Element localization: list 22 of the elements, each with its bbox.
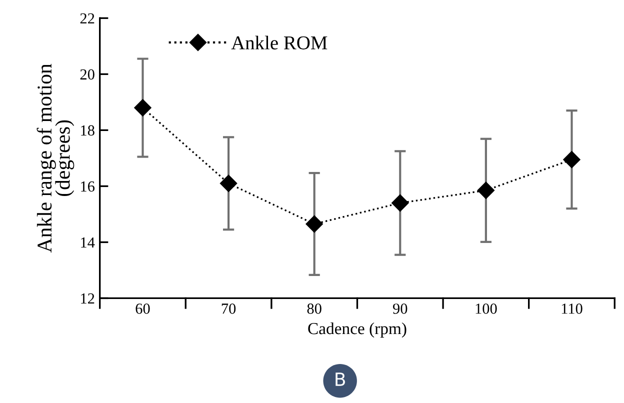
y-tick-label: 12 [81, 293, 94, 304]
x-axis-title: Cadence (rpm) [308, 322, 406, 338]
point [134, 99, 152, 116]
x-tick-label: 100 [476, 304, 497, 314]
point [306, 215, 323, 233]
y-tick-label: 16 [81, 181, 95, 192]
point [392, 194, 409, 212]
point [563, 151, 580, 168]
x-tick-label: 90 [392, 304, 408, 314]
x-tick-label: 60 [136, 304, 150, 314]
y-tick-label: 22 [80, 13, 94, 24]
legend-label: Ankle ROM [231, 36, 328, 50]
y-axis-title: Ankle range of motion (degrees) [36, 64, 74, 253]
x-tick-label: 70 [222, 304, 236, 314]
point [477, 182, 494, 199]
y-tick-label: 14 [81, 237, 95, 248]
x-tick-label: 80 [307, 304, 322, 314]
point [220, 174, 238, 192]
y-tick-label: 18 [81, 125, 94, 136]
x-tick-label: 110 [562, 304, 582, 314]
y-tick-label: 20 [80, 69, 94, 80]
text: B [336, 372, 345, 386]
